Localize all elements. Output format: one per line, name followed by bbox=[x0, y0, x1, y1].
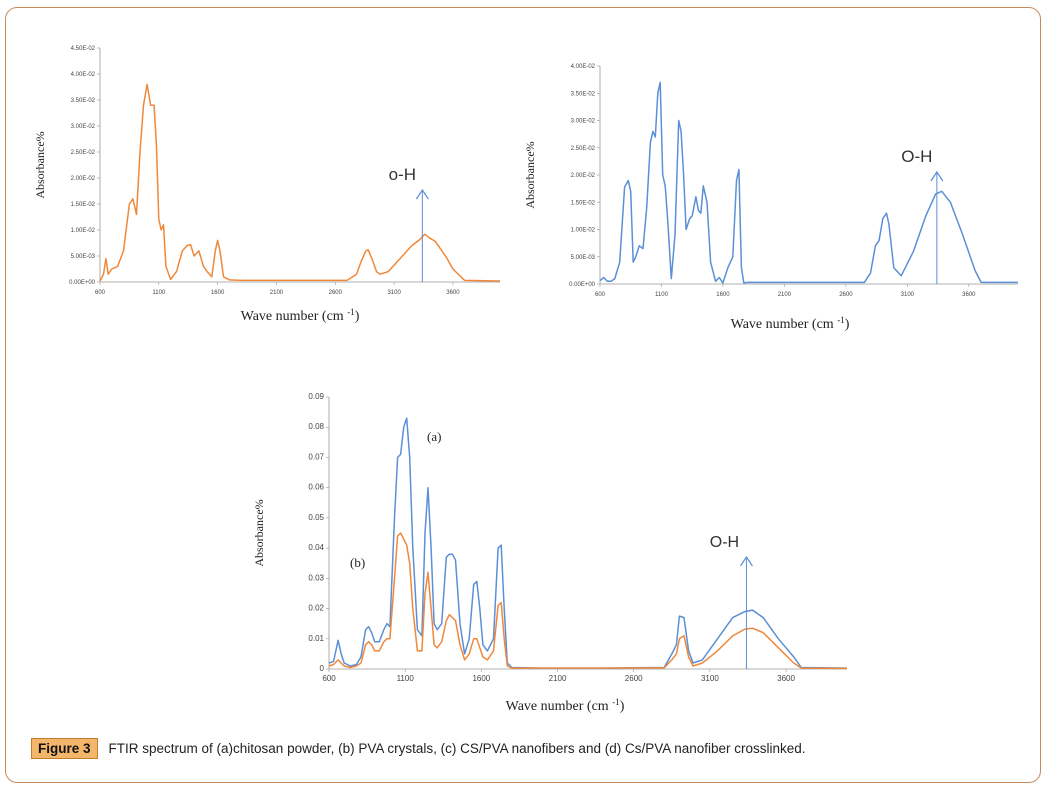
y-tick-label: 2.00E-02 bbox=[571, 173, 596, 179]
spectrum-line-orange bbox=[328, 532, 848, 670]
y-tick-label: 5.00E-03 bbox=[571, 255, 596, 261]
y-tick-label: 5.00E-03 bbox=[71, 254, 96, 260]
y-tick-label: 3.00E-02 bbox=[571, 119, 596, 125]
annotation-arrow-head bbox=[415, 188, 429, 200]
x-tick-label: 1100 bbox=[655, 292, 669, 298]
y-tick-label: 0.06 bbox=[308, 483, 324, 492]
y-tick-label: 0.09 bbox=[308, 392, 324, 401]
y-tick-label: 0.05 bbox=[308, 513, 324, 522]
y-tick-label: 4.00E-02 bbox=[71, 72, 96, 78]
y-tick-label: 0.08 bbox=[308, 422, 324, 431]
y-tick-label: 1.50E-02 bbox=[71, 202, 96, 208]
x-axis-title: Wave number (cm -1) bbox=[506, 697, 625, 714]
y-tick-label: 0.00E+00 bbox=[69, 280, 96, 286]
combined-ftir-chart: 0 0.01 0.02 0.03 0.04 0.05 0.06 0.07 0.08 0.09 600… bbox=[252, 392, 848, 714]
y-axis-title: Absorbance% bbox=[523, 141, 537, 208]
y-tick-label: 0.04 bbox=[308, 543, 324, 552]
x-tick-label: 1100 bbox=[152, 290, 166, 296]
y-tick-label: 2.50E-02 bbox=[71, 150, 96, 156]
x-tick-label: 2600 bbox=[329, 290, 343, 296]
y-tick-label: 1.00E-02 bbox=[571, 228, 596, 234]
spectrum-line-orange bbox=[99, 83, 501, 282]
x-tick-label: 600 bbox=[95, 290, 106, 296]
spectrum-line-blue bbox=[328, 417, 848, 669]
oh-annotation-label: o-H bbox=[389, 165, 416, 184]
y-tick-label: 0 bbox=[320, 664, 325, 673]
pva-ftir-chart: 0.00E+00 5.00E-03 1.00E-02 1.50E-02 2.00E-02… bbox=[523, 64, 1018, 332]
x-tick-label: 3100 bbox=[901, 292, 915, 298]
y-tick-label: 4.50E-02 bbox=[71, 46, 96, 52]
annotation-arrow-head bbox=[930, 170, 944, 182]
x-tick-label: 2600 bbox=[839, 292, 853, 298]
figure-frame bbox=[5, 7, 1041, 783]
x-tick-label: 3600 bbox=[446, 290, 460, 296]
y-tick-label: 0.03 bbox=[308, 573, 324, 582]
x-tick-label: 1600 bbox=[716, 292, 730, 298]
x-tick-label: 2600 bbox=[625, 674, 643, 683]
chitosan-ftir-chart: 0.00E+00 5.00E-03 1.00E-02 1.50E-02 2.00E-02… bbox=[33, 46, 501, 324]
y-tick-label: 0.02 bbox=[308, 604, 324, 613]
x-tick-label: 2100 bbox=[549, 674, 567, 683]
spectrum-line-blue bbox=[599, 81, 1018, 284]
y-axis-title: Absorbance% bbox=[33, 131, 47, 198]
series-label: (b) bbox=[350, 555, 365, 570]
x-axis-title: Wave number (cm -1) bbox=[731, 315, 850, 332]
oh-annotation-label: O-H bbox=[710, 534, 739, 551]
x-tick-label: 2100 bbox=[778, 292, 792, 298]
y-tick-label: 3.50E-02 bbox=[71, 98, 96, 104]
x-tick-label: 1600 bbox=[211, 290, 225, 296]
figure-caption: Figure 3 FTIR spectrum of (a)chitosan po… bbox=[31, 737, 806, 759]
series-label: (a) bbox=[427, 429, 441, 444]
caption-text: FTIR spectrum of (a)chitosan powder, (b)… bbox=[108, 740, 806, 756]
y-tick-label: 4.00E-02 bbox=[571, 64, 596, 70]
annotation-arrow-head bbox=[739, 555, 753, 567]
x-tick-label: 3100 bbox=[701, 674, 719, 683]
oh-annotation-label: O-H bbox=[901, 147, 932, 166]
y-tick-label: 2.50E-02 bbox=[571, 146, 596, 152]
y-tick-label: 0.00E+00 bbox=[569, 282, 596, 288]
x-tick-label: 1100 bbox=[397, 674, 415, 683]
x-tick-label: 3600 bbox=[777, 674, 795, 683]
y-tick-label: 3.00E-02 bbox=[71, 124, 96, 130]
y-tick-label: 1.50E-02 bbox=[571, 200, 596, 206]
x-axis-title: Wave number (cm -1) bbox=[241, 307, 360, 324]
y-tick-label: 2.00E-02 bbox=[71, 176, 96, 182]
x-tick-label: 600 bbox=[595, 292, 606, 298]
y-tick-label: 3.50E-02 bbox=[571, 91, 596, 97]
y-tick-label: 0.01 bbox=[308, 634, 324, 643]
x-tick-label: 1600 bbox=[472, 674, 490, 683]
y-tick-label: 0.07 bbox=[308, 452, 324, 461]
x-tick-label: 3100 bbox=[387, 290, 401, 296]
figure-label: Figure 3 bbox=[31, 737, 98, 759]
x-tick-label: 600 bbox=[322, 674, 336, 683]
y-axis-title: Absorbance% bbox=[252, 499, 266, 566]
x-tick-label: 3600 bbox=[962, 292, 976, 298]
x-tick-label: 2100 bbox=[270, 290, 284, 296]
y-tick-label: 1.00E-02 bbox=[71, 228, 96, 234]
